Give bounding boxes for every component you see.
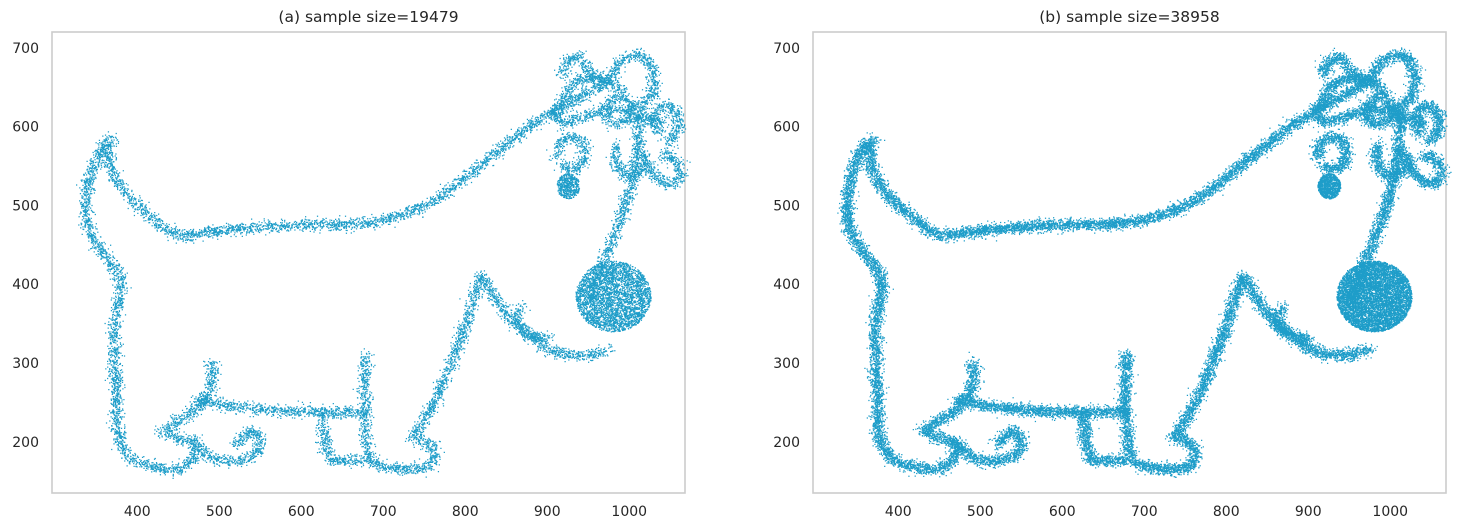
x-tick-label: 400 [124, 504, 151, 520]
y-tick-label: 200 [12, 435, 39, 451]
x-tick-label: 700 [370, 504, 397, 520]
y-tick-label: 700 [773, 41, 800, 57]
x-tick-label: 400 [885, 504, 912, 520]
x-tick-label: 600 [1049, 504, 1076, 520]
x-tick-label: 500 [206, 504, 233, 520]
y-tick-label: 200 [773, 435, 800, 451]
x-tick-label: 800 [452, 504, 479, 520]
chart-title: (a) sample size=19479 [278, 8, 458, 26]
chart-title: (b) sample size=38958 [1039, 8, 1220, 26]
x-tick-label: 900 [534, 504, 561, 520]
x-tick-label: 800 [1213, 504, 1240, 520]
y-tick-label: 400 [12, 277, 39, 293]
scatter-panel-a: (a) sample size=19479 400 500 600 700 800 900 1… [12, 8, 690, 520]
x-tick-label: 1000 [1372, 504, 1408, 520]
x-tick-label: 900 [1295, 504, 1322, 520]
y-tick-label: 700 [12, 41, 39, 57]
y-tick-label: 400 [773, 277, 800, 293]
y-tick-label: 300 [12, 356, 39, 372]
x-tick-label: 700 [1131, 504, 1158, 520]
y-tick-label: 500 [773, 198, 800, 214]
y-tick-label: 600 [12, 120, 39, 136]
y-tick-label: 500 [12, 198, 39, 214]
x-tick-label: 600 [288, 504, 315, 520]
x-tick-label: 1000 [611, 504, 647, 520]
x-tick-label: 500 [967, 504, 994, 520]
scatter-panel-b: (b) sample size=38958 400 500 600 700 800 900 1… [773, 8, 1451, 520]
y-tick-label: 600 [773, 120, 800, 136]
y-tick-label: 300 [773, 356, 800, 372]
